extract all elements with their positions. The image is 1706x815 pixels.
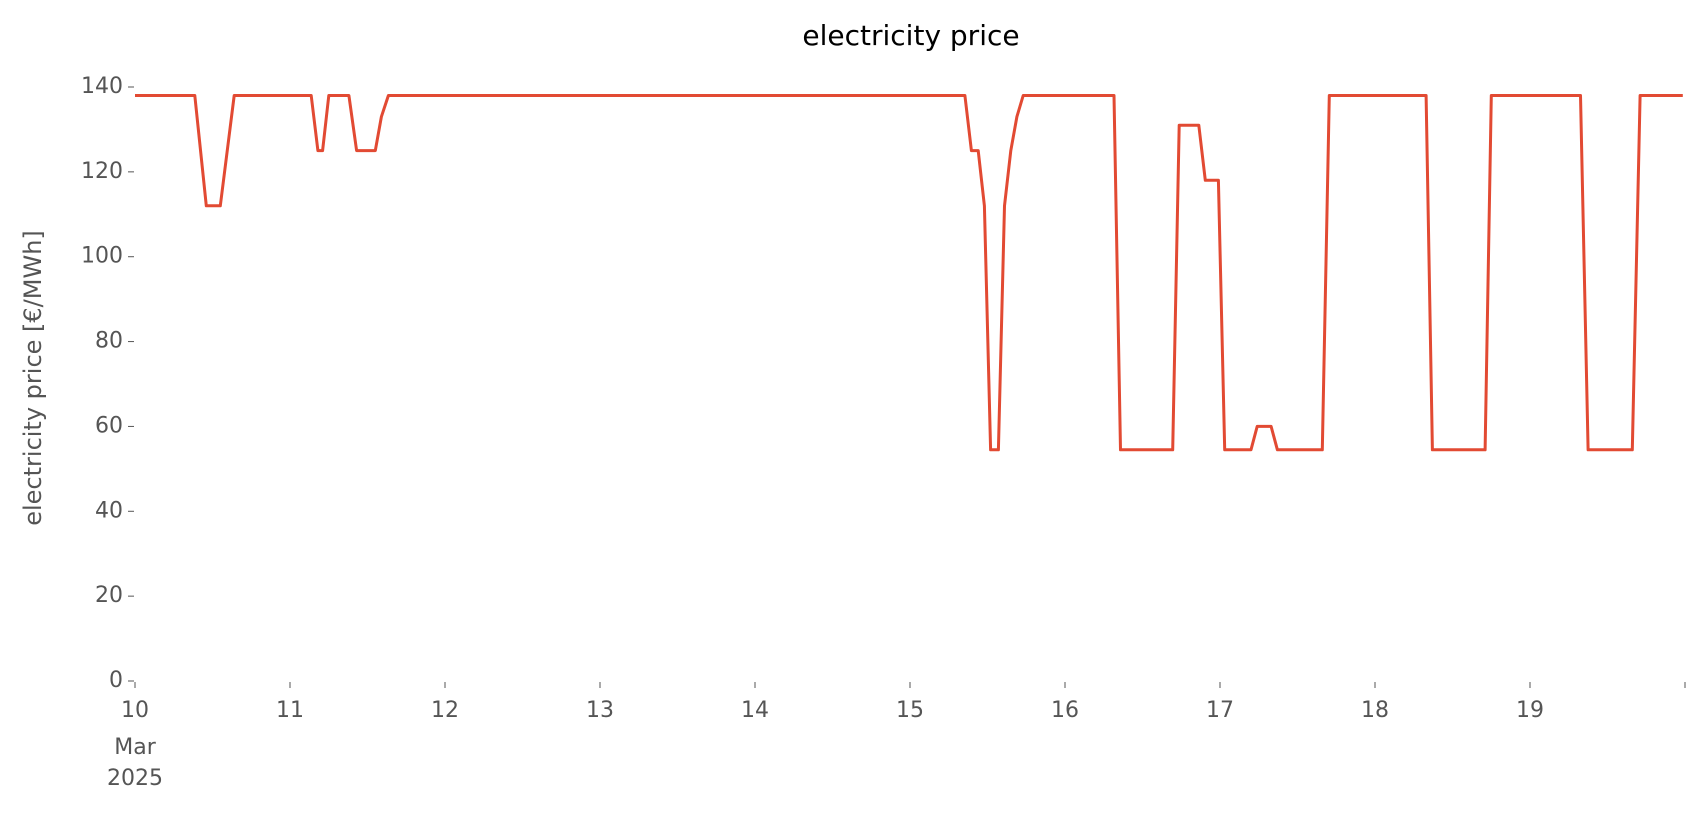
- x-tick-label: 15: [896, 698, 924, 723]
- y-tick-label: 100: [81, 244, 123, 269]
- line-series: [135, 94, 1683, 452]
- x-tick-label: 13: [586, 698, 614, 723]
- x-tick-label: 11: [276, 698, 304, 723]
- x-tick-label: 18: [1361, 698, 1389, 723]
- x-tick-sublabel: Mar: [114, 735, 156, 760]
- y-tick-label: 0: [109, 668, 123, 693]
- chart-title: electricity price: [802, 19, 1019, 52]
- x-tick-label: 14: [741, 698, 769, 723]
- y-tick-label: 140: [81, 74, 123, 99]
- y-tick-label: 20: [95, 583, 123, 608]
- y-tick-label: 80: [95, 329, 123, 354]
- y-tick-label: 120: [81, 159, 123, 184]
- y-axis-label: electricity price [€/MWh]: [19, 230, 47, 526]
- x-tick-sublabel: 2025: [107, 766, 163, 791]
- x-tick-label: 10: [121, 698, 149, 723]
- x-tick-label: 12: [431, 698, 459, 723]
- y-tick-label: 60: [95, 413, 123, 438]
- x-tick-label: 16: [1051, 698, 1079, 723]
- x-tick-label: 19: [1516, 698, 1544, 723]
- x-tick-label: 17: [1206, 698, 1234, 723]
- y-tick-label: 40: [95, 498, 123, 523]
